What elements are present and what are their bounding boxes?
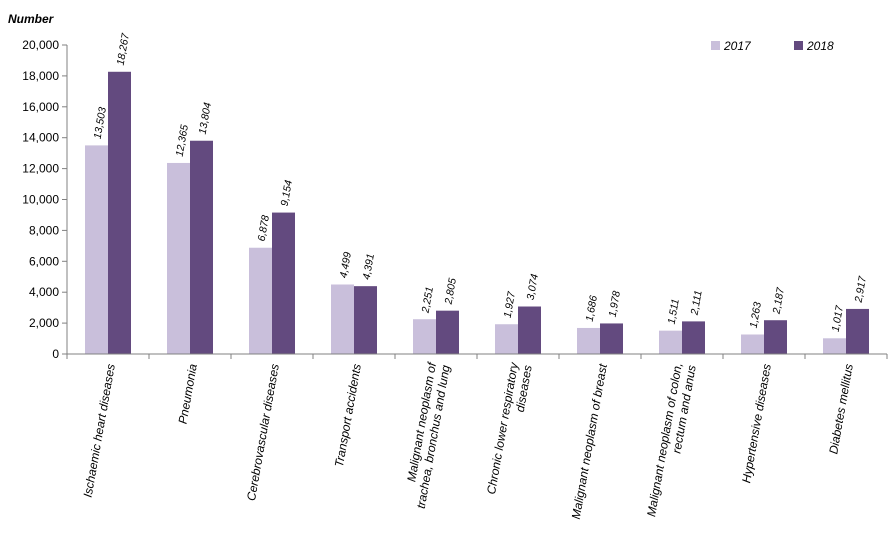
legend-swatch-2017 bbox=[711, 41, 720, 50]
data-label-2018: 18,267 bbox=[115, 31, 133, 66]
bar-2018 bbox=[682, 321, 705, 354]
data-label-2018: 4,391 bbox=[361, 253, 377, 281]
bar-2018 bbox=[108, 71, 131, 355]
data-label-2017: 13,503 bbox=[92, 106, 109, 140]
bar-2018 bbox=[846, 308, 869, 354]
bar-2017 bbox=[249, 247, 272, 354]
data-label-2018: 2,805 bbox=[442, 277, 459, 306]
category-label: Chronic lower respiratorydiseases bbox=[484, 361, 535, 498]
category-label-line: Cerebrovascular diseases bbox=[244, 363, 282, 502]
bar-2017 bbox=[331, 284, 354, 354]
y-tick-label: 8,000 bbox=[29, 223, 59, 237]
data-label-2018: 2,187 bbox=[770, 286, 787, 316]
category-label: Malignant neoplasm oftrachea, bronchus a… bbox=[400, 360, 453, 510]
data-label-2017: 1,927 bbox=[502, 290, 519, 319]
category-label: Hypertensive diseases bbox=[739, 363, 774, 484]
data-label-2018: 3,074 bbox=[525, 273, 541, 301]
y-axis-ticks: 0 2,000 4,000 6,000 8,000 10,000 12,000 14,000 1… bbox=[22, 38, 67, 361]
category-label: Malignant neoplasm of colon,rectum and a… bbox=[644, 362, 699, 521]
y-tick-label: 10,000 bbox=[22, 193, 59, 207]
data-label-2018: 13,804 bbox=[197, 101, 214, 135]
category-label: Malignant neoplasm of breast bbox=[569, 362, 610, 520]
bar-2017 bbox=[167, 162, 190, 354]
axes bbox=[66, 45, 888, 359]
bar-2018 bbox=[436, 310, 459, 354]
bar-2017 bbox=[659, 330, 682, 354]
data-label-2017: 1,511 bbox=[666, 298, 682, 325]
legend: 2017 2018 bbox=[711, 39, 834, 53]
y-tick-label: 12,000 bbox=[22, 162, 59, 176]
category-label-line: Hypertensive diseases bbox=[739, 363, 774, 484]
category-labels: Ischaemic heart diseases Pneumonia Cerebro… bbox=[81, 360, 856, 520]
bar-2018 bbox=[600, 323, 623, 354]
y-tick-label: 6,000 bbox=[29, 254, 59, 268]
y-tick-label: 18,000 bbox=[22, 69, 59, 83]
y-tick-label: 2,000 bbox=[29, 316, 59, 330]
y-tick-label: 0 bbox=[52, 347, 59, 361]
category-label: Cerebrovascular diseases bbox=[244, 363, 282, 502]
category-label-line: Malignant neoplasm of breast bbox=[569, 362, 610, 520]
data-label-2017: 12,365 bbox=[174, 124, 191, 158]
bar-2018 bbox=[354, 286, 377, 354]
category-label: Transport accidents bbox=[332, 363, 364, 468]
bar-2018 bbox=[190, 140, 213, 354]
data-label-2018: 9,154 bbox=[279, 179, 295, 207]
legend-label-2017: 2017 bbox=[723, 39, 752, 53]
y-tick-label: 4,000 bbox=[29, 285, 59, 299]
y-axis-title: Number bbox=[8, 12, 55, 26]
category-label-line: Diabetes mellitus bbox=[826, 363, 856, 455]
category-label-line: Ischaemic heart diseases bbox=[81, 363, 118, 499]
category-label-line: Transport accidents bbox=[332, 363, 364, 468]
bar-2017 bbox=[577, 327, 600, 354]
data-label-2017: 1,263 bbox=[748, 301, 764, 329]
legend-swatch-2018 bbox=[794, 41, 803, 50]
bar-2017 bbox=[413, 319, 436, 354]
category-label: Pneumonia bbox=[176, 362, 200, 425]
bar-2017 bbox=[85, 145, 108, 354]
legend-label-2018: 2018 bbox=[806, 39, 834, 53]
bar-2017 bbox=[823, 338, 846, 354]
data-label-2017: 1,017 bbox=[830, 304, 847, 333]
bar-2018 bbox=[518, 306, 541, 354]
category-label: Ischaemic heart diseases bbox=[81, 363, 118, 499]
y-tick-label: 20,000 bbox=[22, 38, 59, 52]
bar-2017 bbox=[495, 324, 518, 354]
category-label: Diabetes mellitus bbox=[826, 363, 856, 455]
data-label-2017: 6,878 bbox=[256, 214, 272, 242]
data-label-2017: 4,499 bbox=[338, 251, 354, 279]
bar-2017 bbox=[741, 334, 764, 354]
data-labels: 13,503 18,267 12,365 13,804 6,878 9,154 4,499 4… bbox=[92, 31, 870, 332]
bars bbox=[85, 71, 869, 355]
data-label-2018: 1,978 bbox=[607, 290, 623, 318]
bar-2018 bbox=[764, 320, 787, 354]
category-label-line: Pneumonia bbox=[176, 362, 200, 425]
y-tick-label: 14,000 bbox=[22, 131, 59, 145]
bar-2018 bbox=[272, 212, 295, 354]
y-tick-label: 16,000 bbox=[22, 100, 59, 114]
data-label-2017: 2,251 bbox=[419, 286, 436, 315]
data-label-2018: 2,111 bbox=[688, 289, 704, 316]
data-label-2017: 1,686 bbox=[584, 294, 600, 322]
category-label-line: Chronic lower respiratory bbox=[484, 361, 521, 496]
data-label-2018: 2,917 bbox=[852, 274, 869, 304]
